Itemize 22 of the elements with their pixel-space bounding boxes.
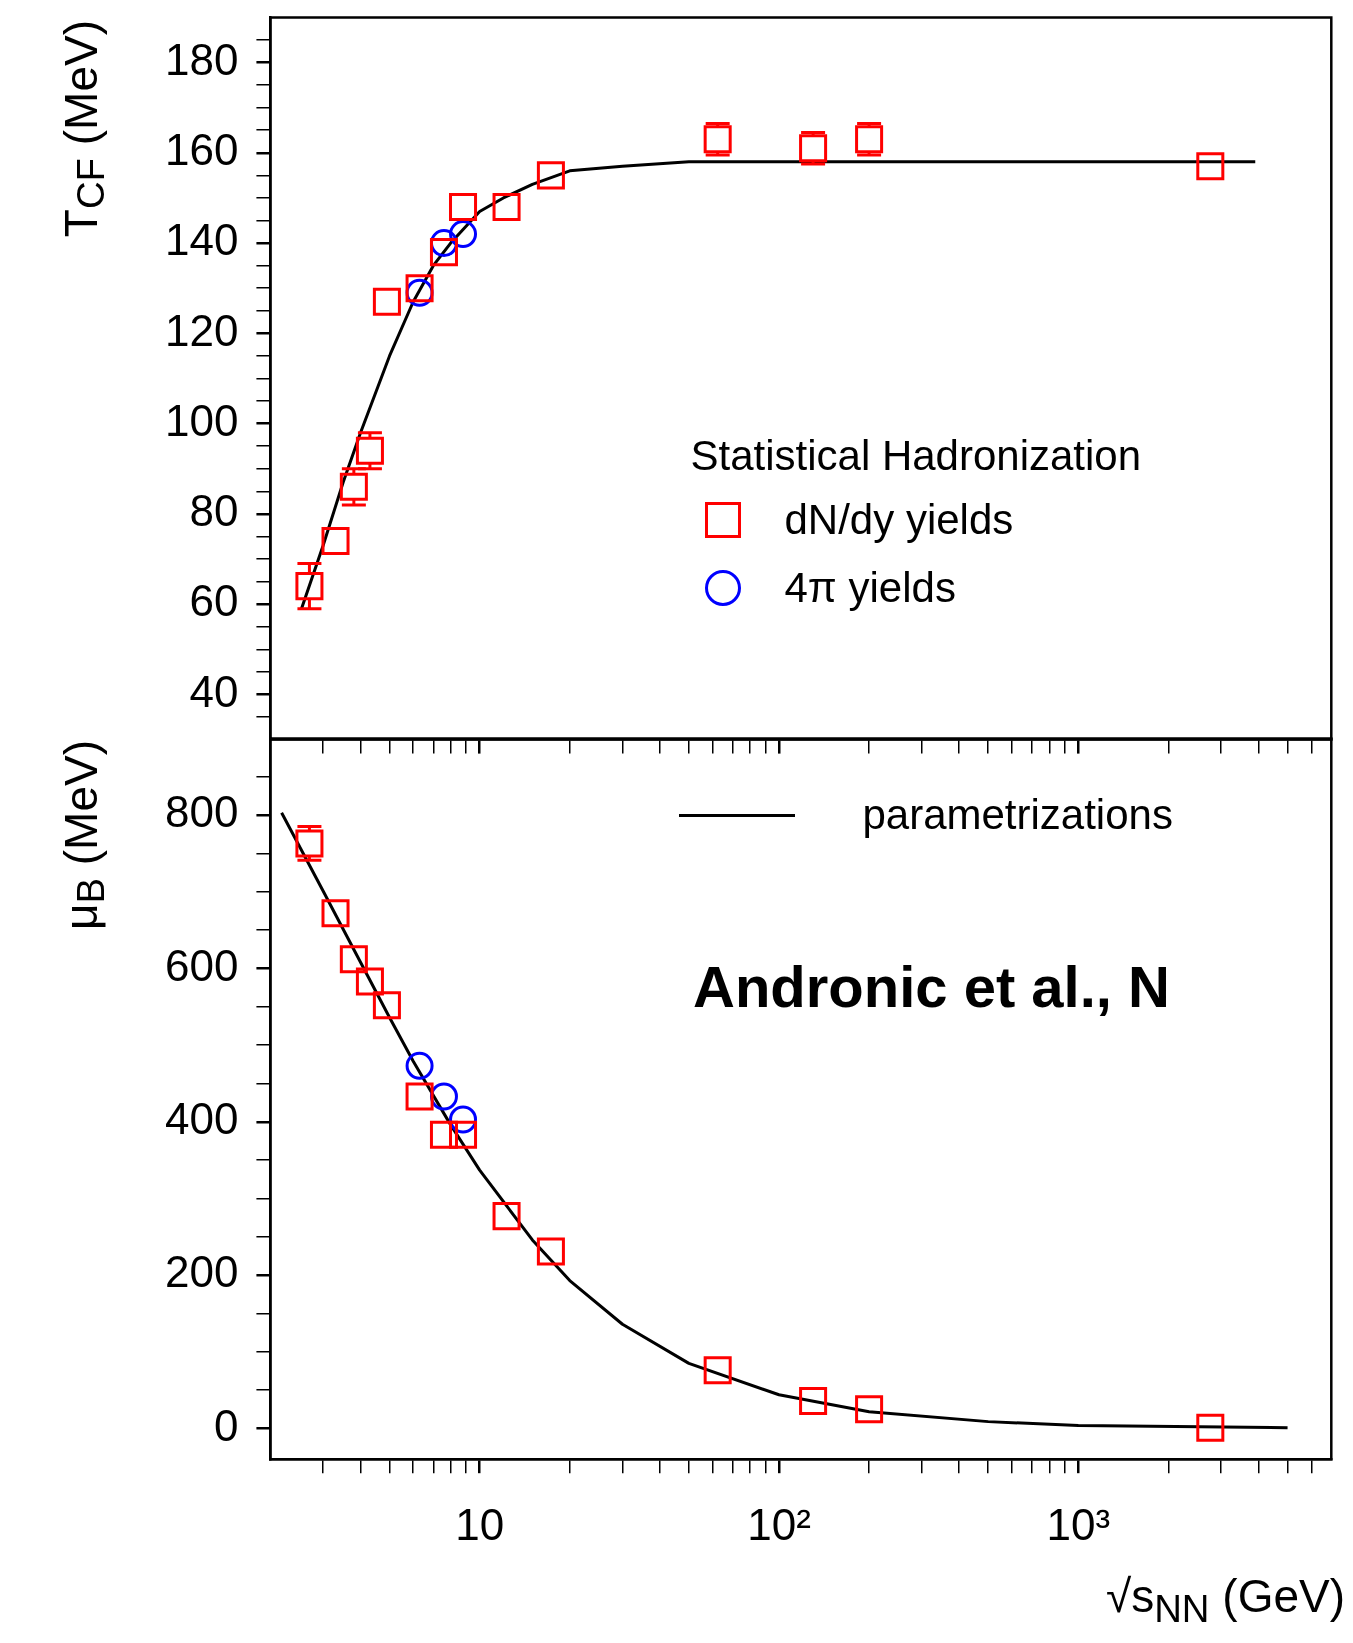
legend-title: Statistical Hadronization — [690, 432, 1142, 480]
x-tick-label: 10³ — [1046, 1499, 1111, 1549]
legend-label: 4π yields — [784, 564, 956, 612]
y-tick-label: 200 — [164, 1247, 239, 1297]
y-tick-label: 40 — [189, 666, 239, 716]
y-tick-label: 140 — [164, 215, 239, 265]
x-tick-label: 10 — [455, 1499, 505, 1549]
y-tick-label: 160 — [164, 124, 239, 174]
x-axis-title: √s$_{NN}$ (GeV) — [1105, 1570, 1345, 1631]
x-tick-label: 10² — [747, 1499, 811, 1549]
y-tick-label: 120 — [164, 305, 239, 355]
y-tick-label: 180 — [164, 34, 239, 84]
legend-label: dN/dy yields — [784, 496, 1014, 544]
annotation: Andronic et al., N — [693, 953, 1170, 1020]
legend-label: parametrizations — [862, 791, 1173, 840]
y-tick-label: 400 — [164, 1093, 239, 1143]
y-tick-label: 600 — [164, 940, 239, 990]
y-tick-label: 800 — [164, 787, 239, 837]
y-tick-label: 60 — [189, 576, 239, 626]
y-tick-label: 100 — [164, 395, 239, 445]
y-tick-label: 0 — [213, 1400, 239, 1450]
y-tick-label: 80 — [189, 486, 239, 536]
